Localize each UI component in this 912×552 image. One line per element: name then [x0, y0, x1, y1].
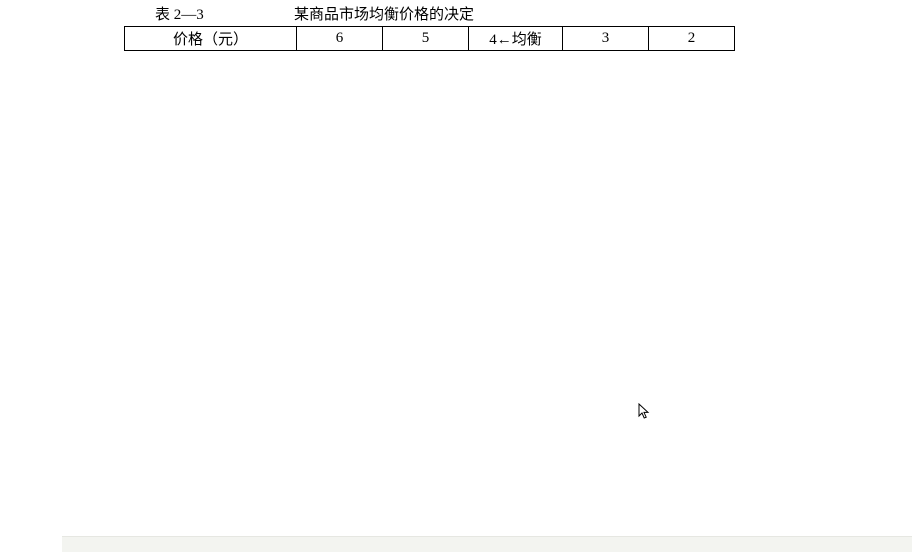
- row-header-cell: 价格（元）: [125, 27, 297, 51]
- footer-band: [62, 536, 912, 552]
- table-cell-equilibrium: 4←均衡: [469, 27, 563, 51]
- table-title: 某商品市场均衡价格的决定: [294, 6, 474, 24]
- table-row: 价格（元） 6 5 4←均衡 3 2: [125, 27, 735, 51]
- table-cell: 6: [297, 27, 383, 51]
- table-caption-row: 表 2—3 某商品市场均衡价格的决定: [124, 6, 736, 26]
- price-table: 价格（元） 6 5 4←均衡 3 2: [124, 26, 735, 51]
- table-cell: 2: [649, 27, 735, 51]
- document-page: 表 2—3 某商品市场均衡价格的决定 价格（元） 6 5 4←均衡 3 2: [0, 0, 912, 552]
- table-cell: 5: [383, 27, 469, 51]
- cursor-icon: [638, 403, 652, 421]
- table-cell: 3: [563, 27, 649, 51]
- table-number-label: 表 2—3: [155, 6, 204, 24]
